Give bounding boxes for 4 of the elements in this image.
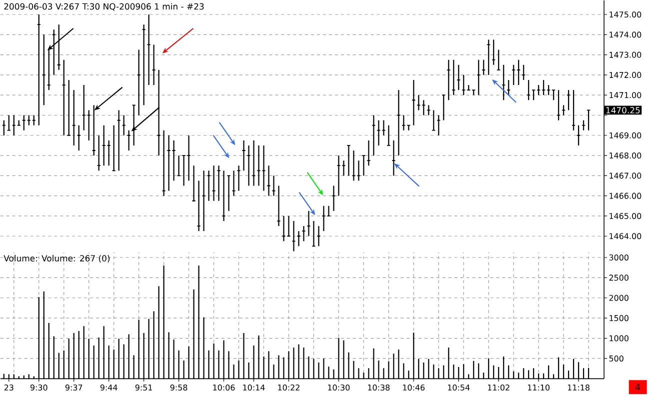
text: 4 — [635, 384, 640, 390]
text: 1470.25 — [606, 106, 640, 114]
chart-title: 2009-06-03 V:267 T:30 NQ-200906 1 min - #23 — [4, 3, 204, 11]
chart-title: Volume: Volume: 267 (0) — [4, 254, 110, 262]
